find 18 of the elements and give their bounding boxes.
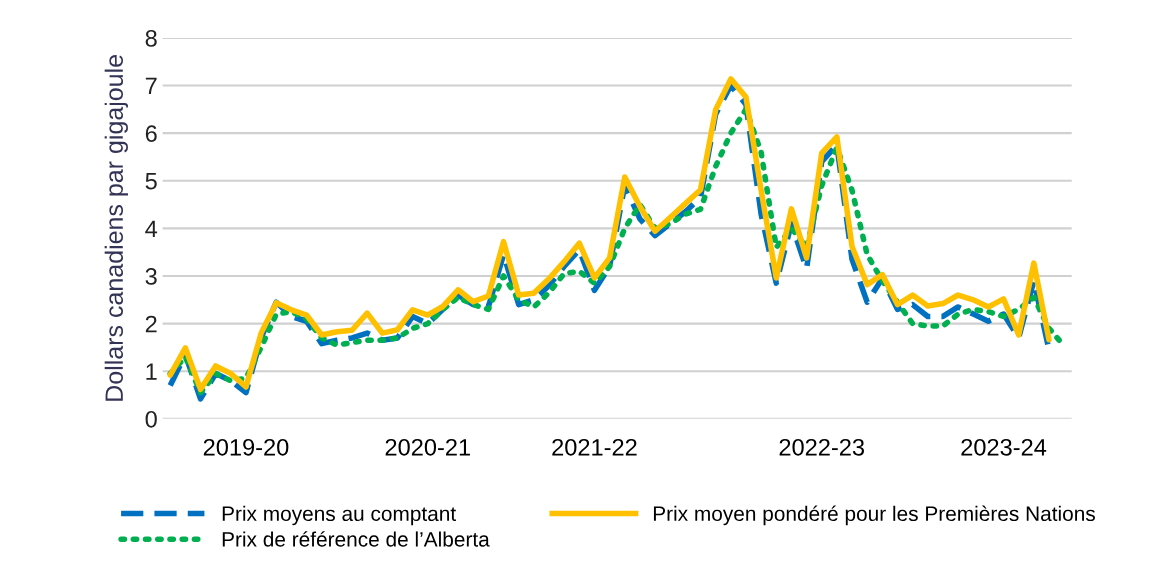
y-tick-label: 7 xyxy=(145,77,157,95)
y-axis-title: Dollars canadiens par gigajoule xyxy=(104,55,128,401)
x-tick-label: 2023-24 xyxy=(961,438,1047,456)
x-tick-label: 2022-23 xyxy=(779,438,865,456)
y-tick-label: 5 xyxy=(145,173,157,190)
y-tick-label: 6 xyxy=(145,125,157,142)
legend-label: Prix de référence de l’Alberta xyxy=(222,531,490,547)
x-tick-label: 2020-21 xyxy=(385,438,470,456)
y-tick-label: 3 xyxy=(145,268,157,285)
y-tick-label: 2 xyxy=(145,315,157,333)
y-tick-label: 0 xyxy=(145,410,157,428)
y-tick-label: 1 xyxy=(146,363,157,380)
y-tick-label: 8 xyxy=(145,29,157,47)
legend-label: Prix moyen pondéré pour les Premières Nations xyxy=(653,505,1095,526)
x-tick-label: 2019-20 xyxy=(203,438,289,456)
x-tick-label: 2021-22 xyxy=(552,438,637,456)
legend-label: Prix moyens au comptant xyxy=(222,505,456,526)
y-tick-label: 4 xyxy=(145,220,158,237)
